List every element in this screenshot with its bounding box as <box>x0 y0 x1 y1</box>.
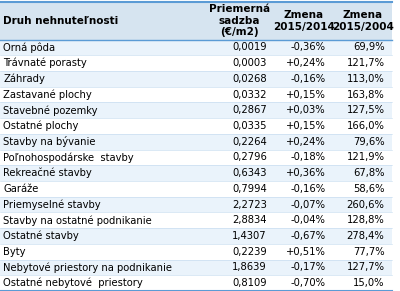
Text: Ostatné plochy: Ostatné plochy <box>3 121 78 131</box>
Text: +0,51%: +0,51% <box>286 247 326 257</box>
Text: -0,16%: -0,16% <box>290 184 326 194</box>
Text: 0,0335: 0,0335 <box>232 121 267 131</box>
Text: 166,0%: 166,0% <box>346 121 384 131</box>
Text: -0,36%: -0,36% <box>291 42 326 52</box>
Text: Rekreačné stavby: Rekreačné stavby <box>3 168 92 178</box>
Text: 0,2867: 0,2867 <box>232 105 267 115</box>
Text: 121,7%: 121,7% <box>346 58 384 68</box>
Text: 0,2239: 0,2239 <box>232 247 267 257</box>
Bar <box>0 150 392 165</box>
Bar <box>0 40 392 55</box>
Text: Záhrady: Záhrady <box>3 74 45 84</box>
Text: +0,24%: +0,24% <box>286 137 326 147</box>
Text: Garáže: Garáže <box>3 184 38 194</box>
Text: 0,8109: 0,8109 <box>232 278 267 288</box>
Text: Poľnohospodárske  stavby: Poľnohospodárske stavby <box>3 152 134 163</box>
Text: 0,2264: 0,2264 <box>232 137 267 147</box>
Bar <box>0 134 392 150</box>
Text: -0,04%: -0,04% <box>291 215 326 225</box>
Bar <box>0 71 392 87</box>
Bar <box>0 102 392 118</box>
Text: +0,03%: +0,03% <box>286 105 326 115</box>
Text: Byty: Byty <box>3 247 26 257</box>
Text: -0,16%: -0,16% <box>290 74 326 84</box>
Bar <box>0 244 392 260</box>
Text: 79,6%: 79,6% <box>353 137 384 147</box>
Text: 69,9%: 69,9% <box>353 42 384 52</box>
Text: 128,8%: 128,8% <box>347 215 384 225</box>
Text: 113,0%: 113,0% <box>347 74 384 84</box>
Text: 15,0%: 15,0% <box>353 278 384 288</box>
Text: Zmena
2015/2004: Zmena 2015/2004 <box>332 10 394 32</box>
Text: +0,15%: +0,15% <box>286 121 326 131</box>
Bar <box>0 212 392 228</box>
Text: 127,5%: 127,5% <box>346 105 384 115</box>
Text: Priemerná
sadzba
(€/m2): Priemerná sadzba (€/m2) <box>209 4 270 38</box>
Bar <box>0 118 392 134</box>
Text: Ostatné stavby: Ostatné stavby <box>3 231 79 241</box>
Text: +0,15%: +0,15% <box>286 90 326 100</box>
Text: Orná pôda: Orná pôda <box>3 42 55 53</box>
Text: Ostatné nebytové  priestory: Ostatné nebytové priestory <box>3 278 143 288</box>
Text: 0,0268: 0,0268 <box>232 74 267 84</box>
Bar <box>0 228 392 244</box>
Text: 1,4307: 1,4307 <box>232 231 267 241</box>
Text: 2,8834: 2,8834 <box>232 215 267 225</box>
Text: 0,0019: 0,0019 <box>232 42 267 52</box>
Bar <box>0 165 392 181</box>
Bar <box>0 260 392 275</box>
Text: -0,07%: -0,07% <box>291 200 326 210</box>
Bar <box>0 197 392 212</box>
Text: Trávnaté porasty: Trávnaté porasty <box>3 58 87 68</box>
Text: 1,8639: 1,8639 <box>232 262 267 272</box>
Text: 0,0332: 0,0332 <box>232 90 267 100</box>
Text: -0,70%: -0,70% <box>291 278 326 288</box>
Text: Stavby na bývanie: Stavby na bývanie <box>3 136 96 147</box>
Text: -0,18%: -0,18% <box>291 152 326 162</box>
Bar <box>0 181 392 197</box>
Text: 121,9%: 121,9% <box>346 152 384 162</box>
Text: Zastavané plochy: Zastavané plochy <box>3 89 92 100</box>
Text: Stavby na ostatné podnikanie: Stavby na ostatné podnikanie <box>3 215 152 226</box>
Bar <box>0 87 392 102</box>
Text: 278,4%: 278,4% <box>347 231 384 241</box>
Text: -0,67%: -0,67% <box>290 231 326 241</box>
Text: Stavebné pozemky: Stavebné pozemky <box>3 105 98 116</box>
Text: 0,2796: 0,2796 <box>232 152 267 162</box>
Bar <box>0 55 392 71</box>
Text: 77,7%: 77,7% <box>353 247 384 257</box>
Text: Druh nehnuteľnosti: Druh nehnuteľnosti <box>3 16 118 26</box>
Text: +0,24%: +0,24% <box>286 58 326 68</box>
Text: 0,6343: 0,6343 <box>232 168 267 178</box>
Text: 127,7%: 127,7% <box>346 262 384 272</box>
Text: -0,17%: -0,17% <box>290 262 326 272</box>
Bar <box>0 2 392 40</box>
Text: 0,7994: 0,7994 <box>232 184 267 194</box>
Text: 58,6%: 58,6% <box>353 184 384 194</box>
Text: 67,8%: 67,8% <box>353 168 384 178</box>
Text: 2,2723: 2,2723 <box>232 200 267 210</box>
Text: 260,6%: 260,6% <box>346 200 384 210</box>
Text: Nebytové priestory na podnikanie: Nebytové priestory na podnikanie <box>3 262 172 273</box>
Text: +0,36%: +0,36% <box>286 168 326 178</box>
Bar <box>0 275 392 291</box>
Text: 0,0003: 0,0003 <box>232 58 267 68</box>
Text: Priemyselné stavby: Priemyselné stavby <box>3 199 101 210</box>
Text: 163,8%: 163,8% <box>347 90 384 100</box>
Text: Zmena
2015/2014: Zmena 2015/2014 <box>273 10 335 32</box>
